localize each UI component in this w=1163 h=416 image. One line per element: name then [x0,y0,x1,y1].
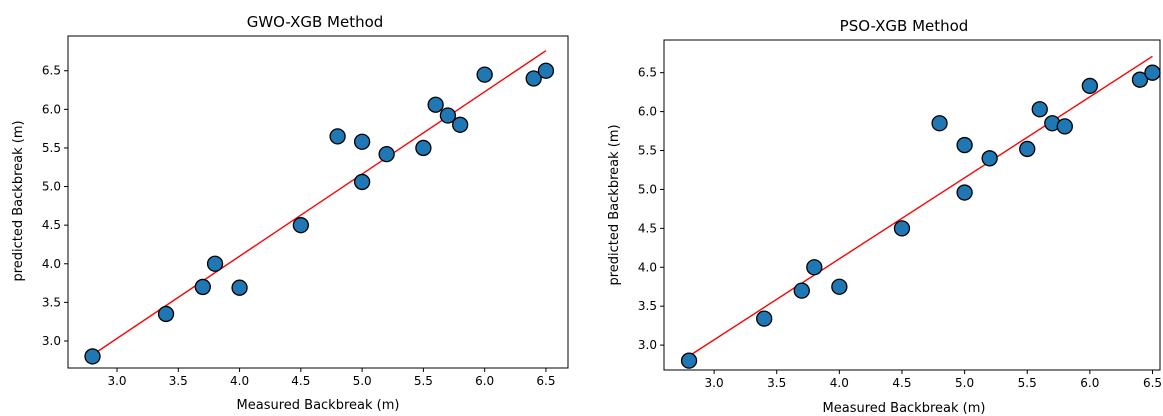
scatter-point [1081,77,1099,95]
y-tick-label: 6.5 [42,64,61,78]
y-axis-ticks: 3.0 3.5 4.0 4.5 5.0 5.5 6.0 6.5 [638,66,664,352]
x-tick-label: 4.0 [830,376,849,390]
x-tick-label: 3.5 [169,374,188,388]
scatter-point [537,62,555,79]
x-tick-label: 6.5 [1143,376,1162,390]
scatter-point [476,66,493,83]
scatter-point [1019,140,1036,158]
fit-line [688,55,1153,357]
scatter-point [1131,71,1149,88]
scatter-point [427,96,444,113]
x-tick-label: 4.5 [892,376,911,390]
x-tick-label: 4.5 [291,374,310,388]
x-tick-label: 5.0 [955,376,974,390]
scatter-point [931,115,948,132]
scatter-point [194,278,211,296]
y-tick-label: 5.5 [42,141,61,155]
scatter-point [806,259,823,276]
y-tick-label: 3.5 [42,295,61,309]
x-tick-label: 5.5 [1018,376,1037,390]
x-tick-label: 6.5 [536,374,555,388]
x-axis-label: Measured Backbreak (m) [823,401,986,416]
scatter-point [756,310,773,327]
y-tick-label: 4.0 [42,257,61,271]
y-tick-label: 6.5 [638,66,657,80]
scatter-point [981,150,998,167]
scatter-point [525,70,542,87]
y-tick-label: 3.0 [42,334,61,348]
chart-panel-pso: PSO-XGB Method 3.0 3.5 4.0 4.5 5.0 5.5 6.0 6.5 … [607,17,1162,416]
x-tick-label: 5.5 [414,374,433,388]
y-tick-label: 4.0 [638,260,657,274]
y-tick-label: 6.0 [42,102,61,116]
scatter-point [956,184,973,201]
scatter-point [452,116,469,133]
y-tick-label: 5.0 [42,180,61,194]
y-axis-label: predicted Backbreak (m) [607,124,622,285]
x-axis-ticks: 3.0 3.5 4.0 4.5 5.0 5.5 6.0 6.5 [705,370,1162,390]
x-tick-label: 5.0 [353,374,372,388]
y-tick-label: 6.0 [638,105,657,119]
fit-line-layer [688,55,1153,357]
scatter-point [439,107,457,124]
scatter-point [157,305,175,323]
scatter-point [378,145,395,163]
scatter-point [680,352,698,369]
scatter-point [415,139,432,157]
plot-area-frame [67,35,569,369]
scatter-point [353,133,371,150]
scatter-point [84,348,101,365]
chart-title: GWO-XGB Method [247,13,384,31]
fit-line [92,50,547,356]
scatter-point [292,217,309,234]
y-axis-ticks: 3.0 3.5 4.0 4.5 5.0 5.5 6.0 6.5 [42,64,68,348]
scatter-point [206,255,224,272]
scatter-point [1144,64,1161,81]
x-tick-label: 6.0 [1080,376,1099,390]
y-tick-label: 5.0 [638,182,657,196]
scatter-point [1031,101,1048,118]
scatter-point [956,136,973,154]
scatter-points-layer [680,64,1161,369]
plot-area-frame [663,39,1161,371]
x-tick-label: 3.0 [107,374,126,388]
x-tick-label: 3.5 [767,376,786,390]
x-axis-label: Measured Backbreak (m) [237,398,400,413]
y-tick-label: 3.0 [638,338,657,352]
scatter-point [329,128,346,145]
scatter-points-layer [84,62,555,365]
y-axis-label: predicted Backbreak (m) [11,120,26,281]
x-tick-label: 4.0 [230,374,249,388]
chart-panel-gwo: GWO-XGB Method 3.0 3.5 4.0 4.5 5.0 5.5 6.0 6.5 … [11,13,569,413]
scatter-point [1056,118,1073,135]
y-tick-label: 4.5 [42,218,61,232]
y-tick-label: 5.5 [638,144,657,158]
scatter-point [353,173,371,191]
y-tick-label: 3.5 [638,299,657,313]
fit-line-layer [92,50,547,356]
y-tick-label: 4.5 [638,221,657,235]
scatter-point [893,220,911,237]
x-tick-label: 3.0 [705,376,724,390]
scatter-point [231,279,248,296]
chart-title: PSO-XGB Method [840,17,969,35]
scatter-point [793,282,810,299]
scatter-point [831,278,848,295]
x-tick-label: 6.0 [475,374,494,388]
x-axis-ticks: 3.0 3.5 4.0 4.5 5.0 5.5 6.0 6.5 [107,368,555,388]
